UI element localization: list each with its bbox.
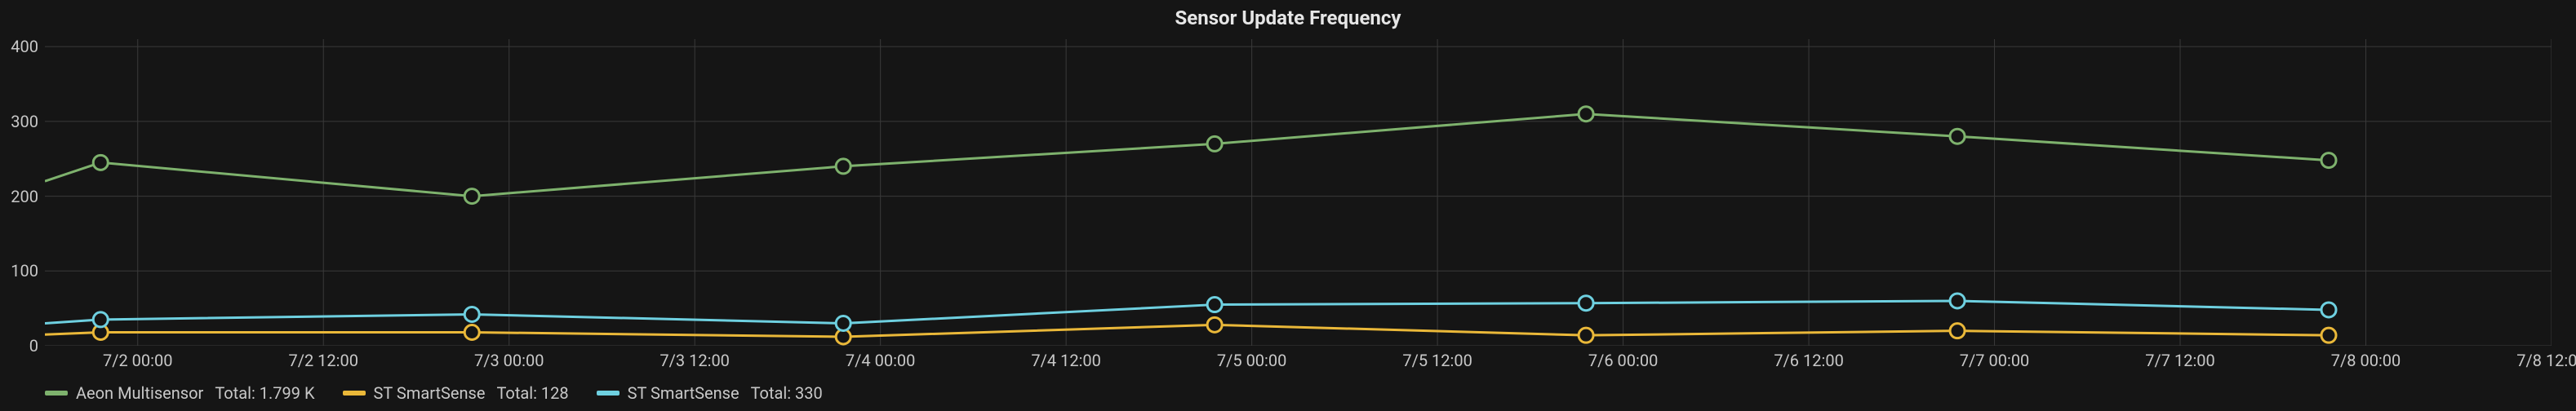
- series-marker[interactable]: [1207, 298, 1222, 312]
- series-marker[interactable]: [836, 159, 851, 174]
- series-marker[interactable]: [1207, 317, 1222, 332]
- y-tick-label: 100: [11, 261, 45, 281]
- legend-series-total: Total: 128: [496, 383, 568, 403]
- chart-plot-area[interactable]: 01002003004007/2 00:007/2 12:007/3 00:00…: [45, 39, 2552, 346]
- series-marker[interactable]: [1207, 136, 1222, 151]
- series-line: [45, 325, 2329, 337]
- x-tick-label: 7/3 12:00: [660, 346, 730, 370]
- series-marker[interactable]: [93, 155, 108, 170]
- legend-series-total: Total: 330: [751, 383, 823, 403]
- x-tick-label: 7/5 00:00: [1217, 346, 1287, 370]
- chart-panel: Sensor Update Frequency 01002003004007/2…: [0, 0, 2576, 411]
- series-marker[interactable]: [1579, 296, 1593, 311]
- x-tick-label: 7/7 00:00: [1960, 346, 2030, 370]
- chart-title: Sensor Update Frequency: [0, 0, 2576, 39]
- series-marker[interactable]: [1950, 294, 1965, 308]
- legend-series-name: ST SmartSense: [628, 383, 739, 403]
- x-tick-label: 7/8 00:00: [2331, 346, 2401, 370]
- series-marker[interactable]: [2321, 328, 2336, 342]
- series-marker[interactable]: [2321, 153, 2336, 168]
- x-tick-label: 7/3 00:00: [474, 346, 544, 370]
- chart-svg: [45, 39, 2552, 346]
- series-marker[interactable]: [93, 312, 108, 327]
- series-marker[interactable]: [1579, 107, 1593, 122]
- series-marker[interactable]: [2321, 303, 2336, 317]
- series-line: [45, 301, 2329, 324]
- x-tick-label: 7/8 12:00: [2516, 346, 2576, 370]
- y-tick-label: 400: [11, 37, 45, 56]
- y-tick-label: 300: [11, 112, 45, 131]
- series-marker[interactable]: [464, 307, 479, 321]
- series-marker[interactable]: [464, 189, 479, 204]
- x-tick-label: 7/6 12:00: [1774, 346, 1844, 370]
- series-line: [45, 114, 2329, 197]
- series-marker[interactable]: [1579, 328, 1593, 342]
- x-tick-label: 7/2 12:00: [288, 346, 358, 370]
- y-tick-label: 0: [29, 336, 45, 356]
- series-marker[interactable]: [1950, 324, 1965, 338]
- series-marker[interactable]: [1950, 129, 1965, 144]
- legend-item[interactable]: Aeon Multisensor Total: 1.799 K: [45, 383, 315, 403]
- x-tick-label: 7/7 12:00: [2145, 346, 2215, 370]
- legend-swatch: [597, 391, 620, 396]
- x-tick-label: 7/2 00:00: [103, 346, 173, 370]
- chart-legend: Aeon Multisensor Total: 1.799 K ST SmartSe…: [45, 383, 823, 403]
- legend-swatch: [343, 391, 366, 396]
- x-tick-label: 7/5 12:00: [1402, 346, 1472, 370]
- legend-series-name: Aeon Multisensor: [76, 383, 203, 403]
- x-tick-label: 7/4 12:00: [1031, 346, 1101, 370]
- x-tick-label: 7/6 00:00: [1588, 346, 1659, 370]
- legend-swatch: [45, 391, 68, 396]
- series-marker[interactable]: [464, 325, 479, 339]
- legend-item[interactable]: ST SmartSense Total: 330: [597, 383, 823, 403]
- legend-series-total: Total: 1.799 K: [215, 383, 314, 403]
- series-marker[interactable]: [836, 316, 851, 330]
- y-tick-label: 200: [11, 187, 45, 206]
- legend-item[interactable]: ST SmartSense Total: 128: [343, 383, 569, 403]
- x-tick-label: 7/4 00:00: [846, 346, 916, 370]
- legend-series-name: ST SmartSense: [374, 383, 486, 403]
